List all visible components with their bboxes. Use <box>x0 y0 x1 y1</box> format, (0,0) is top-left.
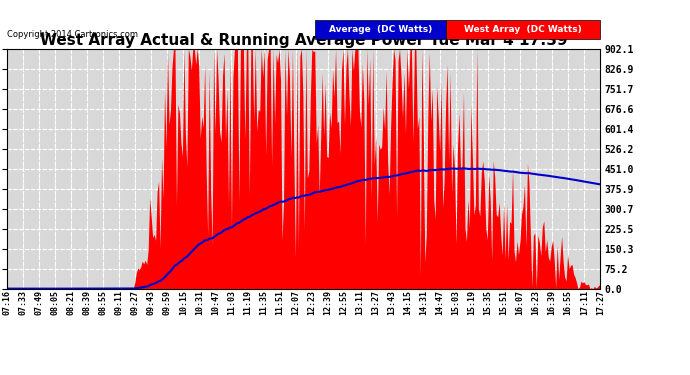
Title: West Array Actual & Running Average Power Tue Mar 4 17:39: West Array Actual & Running Average Powe… <box>40 33 567 48</box>
FancyBboxPatch shape <box>315 20 446 39</box>
Text: Average  (DC Watts): Average (DC Watts) <box>329 25 433 34</box>
FancyBboxPatch shape <box>446 20 600 39</box>
Text: West Array  (DC Watts): West Array (DC Watts) <box>464 25 582 34</box>
Text: Copyright 2014 Cartronics.com: Copyright 2014 Cartronics.com <box>7 30 138 39</box>
